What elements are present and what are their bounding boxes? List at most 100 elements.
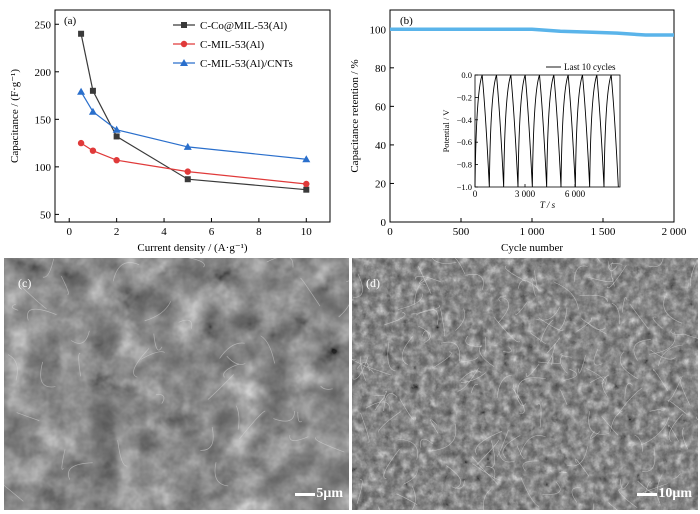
y-tick-label: 150 [35, 114, 52, 126]
series-circle: C-MIL-53(Al) [77, 39, 310, 188]
series-line [80, 91, 307, 160]
cnt-fibre [658, 344, 683, 367]
marker-triangle [77, 87, 86, 95]
marker-triangle [183, 142, 192, 150]
cnt-fibre [571, 487, 581, 503]
cnt-fibre [421, 330, 430, 340]
cnt-fibre [440, 308, 446, 336]
cnt-fibre [403, 469, 418, 485]
cnt-fibre [542, 481, 561, 495]
cnt-fibre [502, 435, 521, 459]
cnt-fibre [515, 301, 528, 315]
cnt-fibre [663, 296, 683, 324]
cnt-fibre [346, 280, 349, 283]
y-tick-label: 200 [35, 67, 52, 79]
cnt-fibre [656, 474, 663, 504]
x-tick-label: 0 [387, 226, 393, 238]
cnt-fibre [621, 297, 628, 313]
cnt-fibre [356, 479, 363, 504]
cnt-fibre [7, 354, 18, 381]
cnt-fibre [459, 370, 482, 381]
cnt-fibre [297, 411, 302, 423]
inset-y-tick-label: −0.8 [457, 160, 472, 170]
cnt-fibre [573, 265, 588, 282]
cnt-fibre [413, 283, 426, 305]
cnt-fibre [576, 317, 592, 332]
cnt-fibre [618, 488, 638, 508]
y-tick-label: 60 [375, 101, 387, 113]
cnt-fibre [668, 413, 684, 442]
inset-x-tick-label: 3 000 [515, 189, 536, 199]
sem-image-d: (d) 10μm [352, 258, 698, 510]
cnt-fibre [650, 349, 676, 360]
cnt-fibre [156, 393, 165, 404]
cnt-fibre [430, 419, 439, 434]
cnt-fibre [78, 352, 82, 377]
x-tick-label: 10 [301, 226, 313, 238]
cnt-fibre [670, 329, 684, 335]
panel-a-chart: 0 2 4 6 8 10 50 100 150 200 250 Current density / (… [9, 9, 331, 254]
cnt-fibre [353, 273, 363, 298]
inset-frame [474, 74, 621, 188]
marker-square [78, 30, 85, 37]
cnt-fibre [273, 410, 295, 422]
inset-y-tick-label: 0.0 [461, 70, 472, 80]
marker-circle [303, 180, 310, 188]
cnt-fibre [383, 449, 400, 480]
scale-bar-line [637, 492, 658, 496]
cnt-fibre [607, 502, 618, 510]
cnt-fibre [610, 410, 623, 432]
cnt-fibre [418, 325, 431, 343]
cnt-fibre [352, 359, 356, 360]
cnt-fibre [219, 342, 245, 359]
cnt-fibre [387, 341, 396, 372]
plot-frame [54, 9, 331, 223]
cnt-fibre [648, 331, 676, 355]
marker-circle [113, 157, 120, 164]
cnt-fibre [579, 294, 608, 302]
cnt-fibre [401, 336, 414, 365]
x-tick-label: 6 [209, 226, 215, 238]
cnt-fibre [587, 276, 614, 282]
cnt-fibre [483, 488, 491, 510]
cnt-fibre [525, 363, 540, 377]
sem-image-c: (c) 5μm [4, 258, 349, 510]
cnt-fibre [356, 361, 370, 371]
cnt-fibre [338, 304, 349, 318]
cnt-fibre [652, 369, 669, 391]
scale-bar-d-text: 10μm [658, 486, 692, 501]
cnt-fibre [452, 480, 465, 489]
marker-triangle [88, 107, 97, 115]
cnt-fibre [472, 463, 502, 481]
cnt-fibre [619, 479, 629, 489]
cnt-fibre [667, 399, 688, 415]
cnt-fibre [601, 416, 618, 435]
cnt-fibre [673, 473, 681, 479]
cnt-fibre [144, 301, 172, 322]
cnt-fibre [459, 356, 479, 363]
y-tick-label: 20 [375, 178, 387, 190]
legend-label: C-MIL-53(Al) [200, 39, 264, 51]
cnt-fibre [61, 275, 69, 295]
cnt-fibre [649, 408, 666, 412]
cnt-fibre [399, 398, 416, 421]
cnt-fibre [516, 445, 525, 459]
cnt-fibre [640, 416, 670, 446]
cnt-fibre [689, 263, 696, 286]
cnt-fibre [504, 265, 527, 282]
cnt-fibre [682, 427, 689, 450]
cnt-fibre [522, 460, 540, 472]
series-line [80, 142, 307, 185]
cnt-fibre [485, 337, 487, 353]
cnt-fibre [314, 437, 345, 453]
cnt-fibre [475, 431, 503, 455]
cnt-fibre [476, 440, 499, 465]
cnt-fibre [538, 361, 561, 364]
cnt-fibre [460, 372, 486, 383]
marker-square [184, 176, 191, 183]
cnt-fibre [517, 377, 546, 399]
cnt-fibre [602, 374, 609, 397]
marker-square [303, 186, 310, 193]
panel-b-chart: 0 500 1 000 1 500 2 000 0 20 40 60 80 100 Cycle num… [349, 9, 687, 254]
